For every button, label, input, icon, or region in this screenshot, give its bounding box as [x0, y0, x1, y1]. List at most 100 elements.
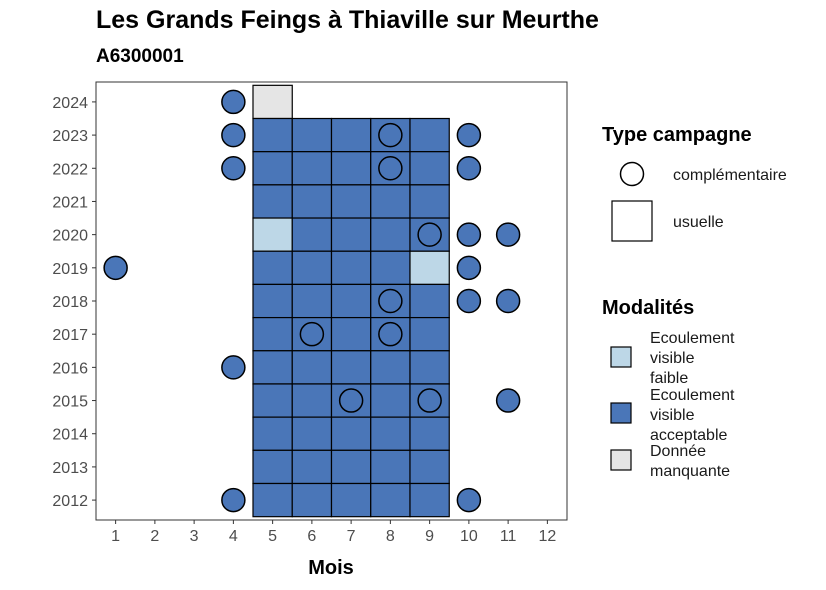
square-2013-5 — [252, 449, 293, 485]
complementary-campaign-circles — [103, 89, 521, 513]
square-2021-9 — [409, 184, 450, 219]
y-tick-label-2014: 2014 — [52, 427, 88, 444]
y-tick-label-2013: 2013 — [52, 460, 88, 477]
legend-modalites-entries: EcoulementvisiblefaibleEcoulementvisible… — [610, 330, 735, 480]
square-2016-7 — [330, 350, 372, 385]
legend-title-modalites: Modalités — [602, 297, 694, 319]
square-2022-5 — [252, 151, 293, 186]
circle-2020-11 — [495, 222, 521, 247]
legend-key-usuelle — [611, 200, 653, 242]
square-2012-7 — [330, 482, 372, 518]
square-2019-5 — [252, 250, 293, 286]
square-2018-9 — [409, 283, 450, 319]
square-2023-9 — [409, 117, 450, 153]
square-2014-9 — [409, 416, 450, 451]
square-2017-9 — [409, 316, 450, 352]
y-tick-label-2024: 2024 — [52, 95, 88, 112]
square-2019-8 — [370, 250, 411, 286]
circle-2023-8 — [378, 122, 403, 148]
square-2020-5 — [252, 217, 293, 252]
square-2017-5 — [252, 316, 293, 352]
circle-2018-10 — [456, 288, 482, 314]
y-tick-label-2016: 2016 — [52, 360, 88, 377]
y-tick-label-2022: 2022 — [52, 161, 88, 178]
square-2020-7 — [330, 217, 372, 252]
circle-2015-11 — [495, 388, 521, 413]
square-2018-7 — [330, 283, 372, 319]
square-2016-9 — [409, 350, 450, 385]
circle-2012-10 — [456, 487, 482, 513]
x-tick-label-7: 7 — [347, 528, 356, 545]
square-2022-6 — [291, 151, 333, 186]
y-tick-label-2012: 2012 — [52, 493, 88, 510]
y-tick-label-2017: 2017 — [52, 327, 88, 344]
circle-2022-10 — [456, 156, 482, 181]
circle-2020-9 — [417, 222, 442, 247]
legend-label-donnee-manquante-line-1: Donnée — [650, 443, 706, 460]
y-tick-label-2018: 2018 — [52, 294, 88, 311]
square-2020-8 — [370, 217, 411, 252]
square-2016-5 — [252, 350, 293, 385]
circle-2023-4 — [221, 122, 246, 148]
square-2013-8 — [370, 449, 411, 485]
square-2016-6 — [291, 350, 333, 385]
circle-2023-10 — [456, 122, 482, 148]
circle-2015-9 — [417, 388, 442, 413]
square-2021-7 — [330, 184, 372, 219]
square-2015-8 — [370, 383, 411, 418]
square-2016-8 — [370, 350, 411, 385]
legend-label-ecoulement-visible-faible-line-2: visible — [650, 350, 695, 367]
circle-2017-6 — [299, 321, 325, 347]
legend-key-ecoulement-visible-faible — [610, 346, 632, 368]
square-2022-9 — [409, 151, 450, 186]
square-2018-6 — [291, 283, 333, 319]
square-2014-8 — [370, 416, 411, 451]
square-2023-7 — [330, 117, 372, 153]
circle-2018-8 — [378, 288, 403, 314]
square-2012-6 — [291, 482, 333, 518]
square-2013-9 — [409, 449, 450, 485]
legend-key-ecoulement-visible-acceptable — [610, 402, 632, 424]
circle-2015-7 — [338, 388, 364, 413]
square-2021-5 — [252, 184, 293, 219]
circle-2024-4 — [221, 89, 246, 115]
y-tick-label-2015: 2015 — [52, 394, 88, 411]
square-2013-6 — [291, 449, 333, 485]
square-2021-8 — [370, 184, 411, 219]
circle-2012-4 — [221, 487, 246, 513]
square-2019-9 — [409, 250, 450, 286]
x-tick-label-11: 11 — [500, 528, 517, 545]
x-tick-label-12: 12 — [538, 528, 556, 545]
legend-key-donnee-manquante — [610, 449, 632, 471]
square-2015-5 — [252, 383, 293, 418]
square-2013-7 — [330, 449, 372, 485]
circle-2016-4 — [221, 355, 246, 380]
square-2023-6 — [291, 117, 333, 153]
x-tick-label-6: 6 — [307, 528, 316, 545]
chart-subtitle: A6300001 — [96, 46, 184, 67]
x-tick-label-1: 1 — [111, 528, 120, 545]
square-2018-5 — [252, 283, 293, 319]
circle-2022-8 — [378, 156, 403, 181]
circle-2018-11 — [495, 288, 521, 314]
legend-label-usuelle: usuelle — [673, 214, 724, 231]
square-2014-6 — [291, 416, 333, 451]
y-tick-label-2023: 2023 — [52, 128, 88, 145]
square-2012-8 — [370, 482, 411, 518]
x-tick-label-8: 8 — [386, 528, 395, 545]
x-axis: 1 2 3 4 5 6 7 8 9 10 11 12 — [111, 520, 556, 545]
usual-campaign-squares — [252, 84, 450, 518]
square-2014-5 — [252, 416, 293, 451]
y-tick-label-2019: 2019 — [52, 261, 88, 278]
square-2023-5 — [252, 117, 293, 153]
legend-label-ecoulement-visible-acceptable-line-3: acceptable — [650, 427, 727, 444]
legend-label-ecoulement-visible-faible-line-3: faible — [650, 370, 688, 387]
circle-2019-10 — [456, 255, 482, 281]
x-tick-label-3: 3 — [190, 528, 199, 545]
y-axis: 2012 2013 2014 2015 2016 2017 2018 2019 2020 2021… — [52, 95, 96, 510]
x-axis-title: Mois — [308, 557, 354, 579]
square-2021-6 — [291, 184, 333, 219]
legend-label-ecoulement-visible-acceptable-line-2: visible — [650, 407, 695, 424]
x-tick-label-2: 2 — [150, 528, 159, 545]
